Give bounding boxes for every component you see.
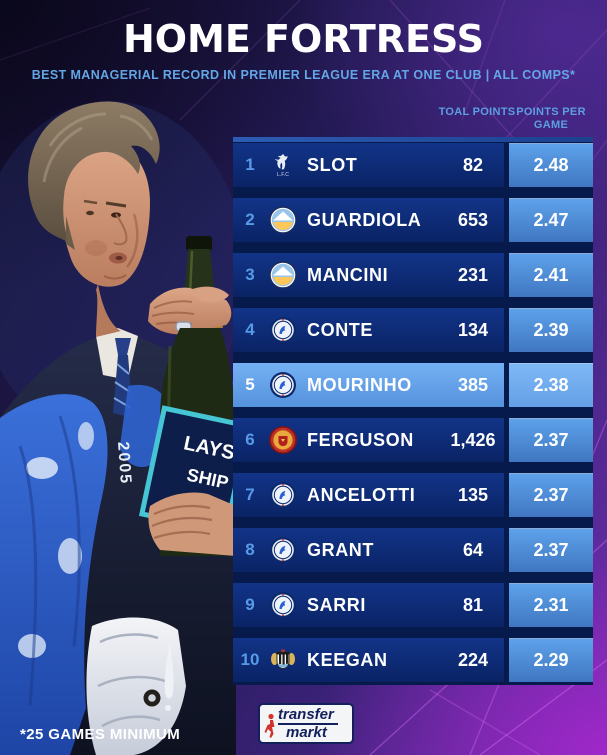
manager-name: MOURINHO xyxy=(307,374,412,395)
man-city-crest-icon xyxy=(267,205,299,235)
table-row-highlighted: 5 MOURINHO 385 2.38 xyxy=(233,363,593,407)
chelsea-crest-icon xyxy=(267,535,299,565)
table-row: 7 ANCELOTTI 135 2.37 xyxy=(233,473,593,517)
chelsea-crest-icon xyxy=(267,480,299,510)
footnote: *25 GAMES MINIMUM xyxy=(20,726,181,743)
ppg-cell: 2.37 xyxy=(509,528,593,572)
manager-name: GRANT xyxy=(307,539,374,560)
mourinho-photo: 2005 LAYS SHIP IONS xyxy=(0,101,236,755)
rank: 6 xyxy=(245,430,255,449)
rank: 4 xyxy=(245,320,255,339)
ppg-cell: 2.38 xyxy=(509,363,593,407)
manager-name: KEEGAN xyxy=(307,649,388,670)
column-header-points-per-game: POINTS PER GAME xyxy=(516,106,586,131)
total-points: 81 xyxy=(462,594,484,615)
ppg-cell: 2.48 xyxy=(509,143,593,187)
transfermarkt-figure-icon xyxy=(264,713,275,738)
total-points: 82 xyxy=(462,154,484,175)
page-subtitle: BEST MANAGERIAL RECORD IN PREMIER LEAGUE… xyxy=(31,68,576,82)
ppg-cell: 2.47 xyxy=(509,198,593,242)
ppg-cell: 2.41 xyxy=(509,253,593,297)
total-points: 231 xyxy=(457,264,489,285)
newcastle-crest-icon xyxy=(267,645,299,675)
managers-table: 1 L.F.C SLOT 82 2.48 2 GUARDIOLA 653 xyxy=(233,137,593,685)
rank: 10 xyxy=(240,650,260,669)
total-points: 224 xyxy=(457,649,489,670)
table-row: 2 GUARDIOLA 653 2.47 xyxy=(233,198,593,242)
total-points: 1,426 xyxy=(450,429,496,450)
rank: 5 xyxy=(245,375,255,394)
table-row: 1 L.F.C SLOT 82 2.48 xyxy=(233,143,593,187)
rank: 8 xyxy=(245,540,255,559)
logo-line-markt: markt xyxy=(286,723,327,741)
chelsea-crest-icon xyxy=(267,315,299,345)
table-row: 6 FERGUSON 1,426 2.37 xyxy=(233,418,593,462)
chelsea-crest-icon xyxy=(267,370,299,400)
table-row: 4 CONTE 134 2.39 xyxy=(233,308,593,352)
rank: 2 xyxy=(245,210,255,229)
manager-name: GUARDIOLA xyxy=(307,209,422,230)
liverpool-crest-icon: L.F.C xyxy=(267,150,299,180)
chelsea-crest-icon xyxy=(267,590,299,620)
man-united-crest-icon xyxy=(267,425,299,455)
table-row: 3 MANCINI 231 2.41 xyxy=(233,253,593,297)
ppg-cell: 2.31 xyxy=(509,583,593,627)
total-points: 385 xyxy=(457,374,489,395)
manager-name: MANCINI xyxy=(307,264,389,285)
rank: 9 xyxy=(245,595,255,614)
total-points: 64 xyxy=(462,539,484,560)
table-row: 8 GRANT 64 2.37 xyxy=(233,528,593,572)
page-title: HOME FORTRESS xyxy=(122,17,485,61)
rank: 1 xyxy=(245,155,255,174)
transfermarkt-logo: transfer markt xyxy=(258,703,354,744)
table-row: 9 SARRI 81 2.31 xyxy=(233,583,593,627)
man-city-crest-icon xyxy=(267,260,299,290)
total-points: 134 xyxy=(457,319,489,340)
ppg-cell: 2.39 xyxy=(509,308,593,352)
rank: 7 xyxy=(245,485,255,504)
manager-name: ANCELOTTI xyxy=(307,484,416,505)
svg-text:L.F.C: L.F.C xyxy=(277,172,289,178)
total-points: 135 xyxy=(457,484,489,505)
manager-name: SLOT xyxy=(307,154,358,175)
ppg-cell: 2.37 xyxy=(509,418,593,462)
manager-name: SARRI xyxy=(307,594,367,615)
scarf-year-text: 2005 xyxy=(114,441,134,486)
table-row: 10 KEEGAN 224 2.29 xyxy=(233,638,593,682)
column-header-total-points: TOAL POINTS xyxy=(438,106,516,118)
manager-name: FERGUSON xyxy=(307,429,414,450)
total-points: 653 xyxy=(457,209,489,230)
ppg-cell: 2.37 xyxy=(509,473,593,517)
ppg-cell: 2.29 xyxy=(509,638,593,682)
manager-name: CONTE xyxy=(307,319,373,340)
logo-line-transfer: transfer xyxy=(278,706,338,725)
rank: 3 xyxy=(245,265,255,284)
